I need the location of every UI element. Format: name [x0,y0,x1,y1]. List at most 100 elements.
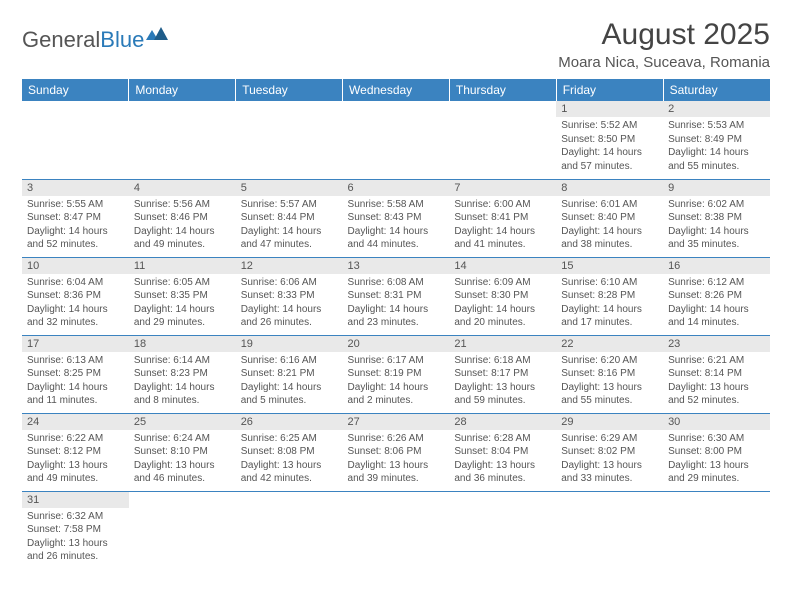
calendar-day: 16Sunrise: 6:12 AMSunset: 8:26 PMDayligh… [663,257,770,335]
day-details: Sunrise: 6:12 AMSunset: 8:26 PMDaylight:… [663,274,770,334]
day-details: Sunrise: 6:29 AMSunset: 8:02 PMDaylight:… [556,430,663,490]
calendar-week: 31Sunrise: 6:32 AMSunset: 7:58 PMDayligh… [22,491,770,569]
calendar-day: 17Sunrise: 6:13 AMSunset: 8:25 PMDayligh… [22,335,129,413]
day-details: Sunrise: 5:58 AMSunset: 8:43 PMDaylight:… [343,196,450,256]
calendar-empty [236,491,343,569]
day-number: 8 [556,180,663,196]
day-details: Sunrise: 6:17 AMSunset: 8:19 PMDaylight:… [343,352,450,412]
day-details: Sunrise: 6:21 AMSunset: 8:14 PMDaylight:… [663,352,770,412]
calendar-day: 27Sunrise: 6:26 AMSunset: 8:06 PMDayligh… [343,413,450,491]
calendar-table: SundayMondayTuesdayWednesdayThursdayFrid… [22,79,770,569]
day-header: Wednesday [343,79,450,101]
day-number: 26 [236,414,343,430]
calendar-day: 6Sunrise: 5:58 AMSunset: 8:43 PMDaylight… [343,179,450,257]
day-number: 5 [236,180,343,196]
calendar-empty [663,491,770,569]
calendar-day: 22Sunrise: 6:20 AMSunset: 8:16 PMDayligh… [556,335,663,413]
day-number: 31 [22,492,129,508]
logo: GeneralBlue [22,26,168,54]
calendar-day: 14Sunrise: 6:09 AMSunset: 8:30 PMDayligh… [449,257,556,335]
calendar-day: 20Sunrise: 6:17 AMSunset: 8:19 PMDayligh… [343,335,450,413]
calendar-day: 18Sunrise: 6:14 AMSunset: 8:23 PMDayligh… [129,335,236,413]
logo-word-b: Blue [100,27,144,52]
day-details: Sunrise: 6:26 AMSunset: 8:06 PMDaylight:… [343,430,450,490]
day-number: 14 [449,258,556,274]
day-number: 18 [129,336,236,352]
calendar-day: 26Sunrise: 6:25 AMSunset: 8:08 PMDayligh… [236,413,343,491]
day-details: Sunrise: 6:24 AMSunset: 8:10 PMDaylight:… [129,430,236,490]
day-number: 6 [343,180,450,196]
calendar-day: 31Sunrise: 6:32 AMSunset: 7:58 PMDayligh… [22,491,129,569]
day-number: 16 [663,258,770,274]
day-number: 11 [129,258,236,274]
calendar-day: 19Sunrise: 6:16 AMSunset: 8:21 PMDayligh… [236,335,343,413]
day-details: Sunrise: 6:06 AMSunset: 8:33 PMDaylight:… [236,274,343,334]
calendar-empty [449,491,556,569]
day-details: Sunrise: 5:53 AMSunset: 8:49 PMDaylight:… [663,117,770,177]
header: GeneralBlue August 2025 Moara Nica, Suce… [22,18,770,71]
calendar-empty [449,101,556,179]
day-number: 13 [343,258,450,274]
day-number: 4 [129,180,236,196]
day-details: Sunrise: 6:16 AMSunset: 8:21 PMDaylight:… [236,352,343,412]
calendar-week: 1Sunrise: 5:52 AMSunset: 8:50 PMDaylight… [22,101,770,179]
calendar-day: 11Sunrise: 6:05 AMSunset: 8:35 PMDayligh… [129,257,236,335]
day-header: Thursday [449,79,556,101]
calendar-week: 3Sunrise: 5:55 AMSunset: 8:47 PMDaylight… [22,179,770,257]
calendar-day: 28Sunrise: 6:28 AMSunset: 8:04 PMDayligh… [449,413,556,491]
day-details: Sunrise: 5:52 AMSunset: 8:50 PMDaylight:… [556,117,663,177]
flag-icon [146,26,168,42]
day-number: 29 [556,414,663,430]
day-number: 12 [236,258,343,274]
day-details: Sunrise: 5:56 AMSunset: 8:46 PMDaylight:… [129,196,236,256]
page-title: August 2025 [558,18,770,52]
day-details: Sunrise: 6:22 AMSunset: 8:12 PMDaylight:… [22,430,129,490]
day-number: 2 [663,101,770,117]
day-details: Sunrise: 6:13 AMSunset: 8:25 PMDaylight:… [22,352,129,412]
calendar-day: 29Sunrise: 6:29 AMSunset: 8:02 PMDayligh… [556,413,663,491]
title-block: August 2025 Moara Nica, Suceava, Romania [558,18,770,71]
calendar-empty [236,101,343,179]
day-details: Sunrise: 6:05 AMSunset: 8:35 PMDaylight:… [129,274,236,334]
day-details: Sunrise: 6:30 AMSunset: 8:00 PMDaylight:… [663,430,770,490]
calendar-day: 30Sunrise: 6:30 AMSunset: 8:00 PMDayligh… [663,413,770,491]
day-details: Sunrise: 5:55 AMSunset: 8:47 PMDaylight:… [22,196,129,256]
calendar-week: 10Sunrise: 6:04 AMSunset: 8:36 PMDayligh… [22,257,770,335]
day-number: 22 [556,336,663,352]
calendar-empty [343,491,450,569]
calendar-day: 13Sunrise: 6:08 AMSunset: 8:31 PMDayligh… [343,257,450,335]
calendar-day: 8Sunrise: 6:01 AMSunset: 8:40 PMDaylight… [556,179,663,257]
day-number: 15 [556,258,663,274]
day-header: Saturday [663,79,770,101]
day-header: Tuesday [236,79,343,101]
calendar-head: SundayMondayTuesdayWednesdayThursdayFrid… [22,79,770,101]
calendar-day: 24Sunrise: 6:22 AMSunset: 8:12 PMDayligh… [22,413,129,491]
calendar-day: 2Sunrise: 5:53 AMSunset: 8:49 PMDaylight… [663,101,770,179]
logo-text: GeneralBlue [22,27,144,53]
day-number: 17 [22,336,129,352]
day-details: Sunrise: 6:32 AMSunset: 7:58 PMDaylight:… [22,508,129,568]
day-details: Sunrise: 6:00 AMSunset: 8:41 PMDaylight:… [449,196,556,256]
calendar-day: 7Sunrise: 6:00 AMSunset: 8:41 PMDaylight… [449,179,556,257]
day-details: Sunrise: 6:04 AMSunset: 8:36 PMDaylight:… [22,274,129,334]
day-details: Sunrise: 6:20 AMSunset: 8:16 PMDaylight:… [556,352,663,412]
calendar-day: 12Sunrise: 6:06 AMSunset: 8:33 PMDayligh… [236,257,343,335]
day-details: Sunrise: 6:01 AMSunset: 8:40 PMDaylight:… [556,196,663,256]
calendar-week: 17Sunrise: 6:13 AMSunset: 8:25 PMDayligh… [22,335,770,413]
day-header: Monday [129,79,236,101]
day-number: 20 [343,336,450,352]
calendar-day: 15Sunrise: 6:10 AMSunset: 8:28 PMDayligh… [556,257,663,335]
calendar-day: 25Sunrise: 6:24 AMSunset: 8:10 PMDayligh… [129,413,236,491]
day-number: 25 [129,414,236,430]
day-number: 9 [663,180,770,196]
day-number: 19 [236,336,343,352]
calendar-day: 4Sunrise: 5:56 AMSunset: 8:46 PMDaylight… [129,179,236,257]
calendar-body: 1Sunrise: 5:52 AMSunset: 8:50 PMDaylight… [22,101,770,569]
calendar-day: 5Sunrise: 5:57 AMSunset: 8:44 PMDaylight… [236,179,343,257]
calendar-empty [22,101,129,179]
day-details: Sunrise: 5:57 AMSunset: 8:44 PMDaylight:… [236,196,343,256]
calendar-day: 3Sunrise: 5:55 AMSunset: 8:47 PMDaylight… [22,179,129,257]
day-number: 7 [449,180,556,196]
day-details: Sunrise: 6:02 AMSunset: 8:38 PMDaylight:… [663,196,770,256]
calendar-day: 23Sunrise: 6:21 AMSunset: 8:14 PMDayligh… [663,335,770,413]
